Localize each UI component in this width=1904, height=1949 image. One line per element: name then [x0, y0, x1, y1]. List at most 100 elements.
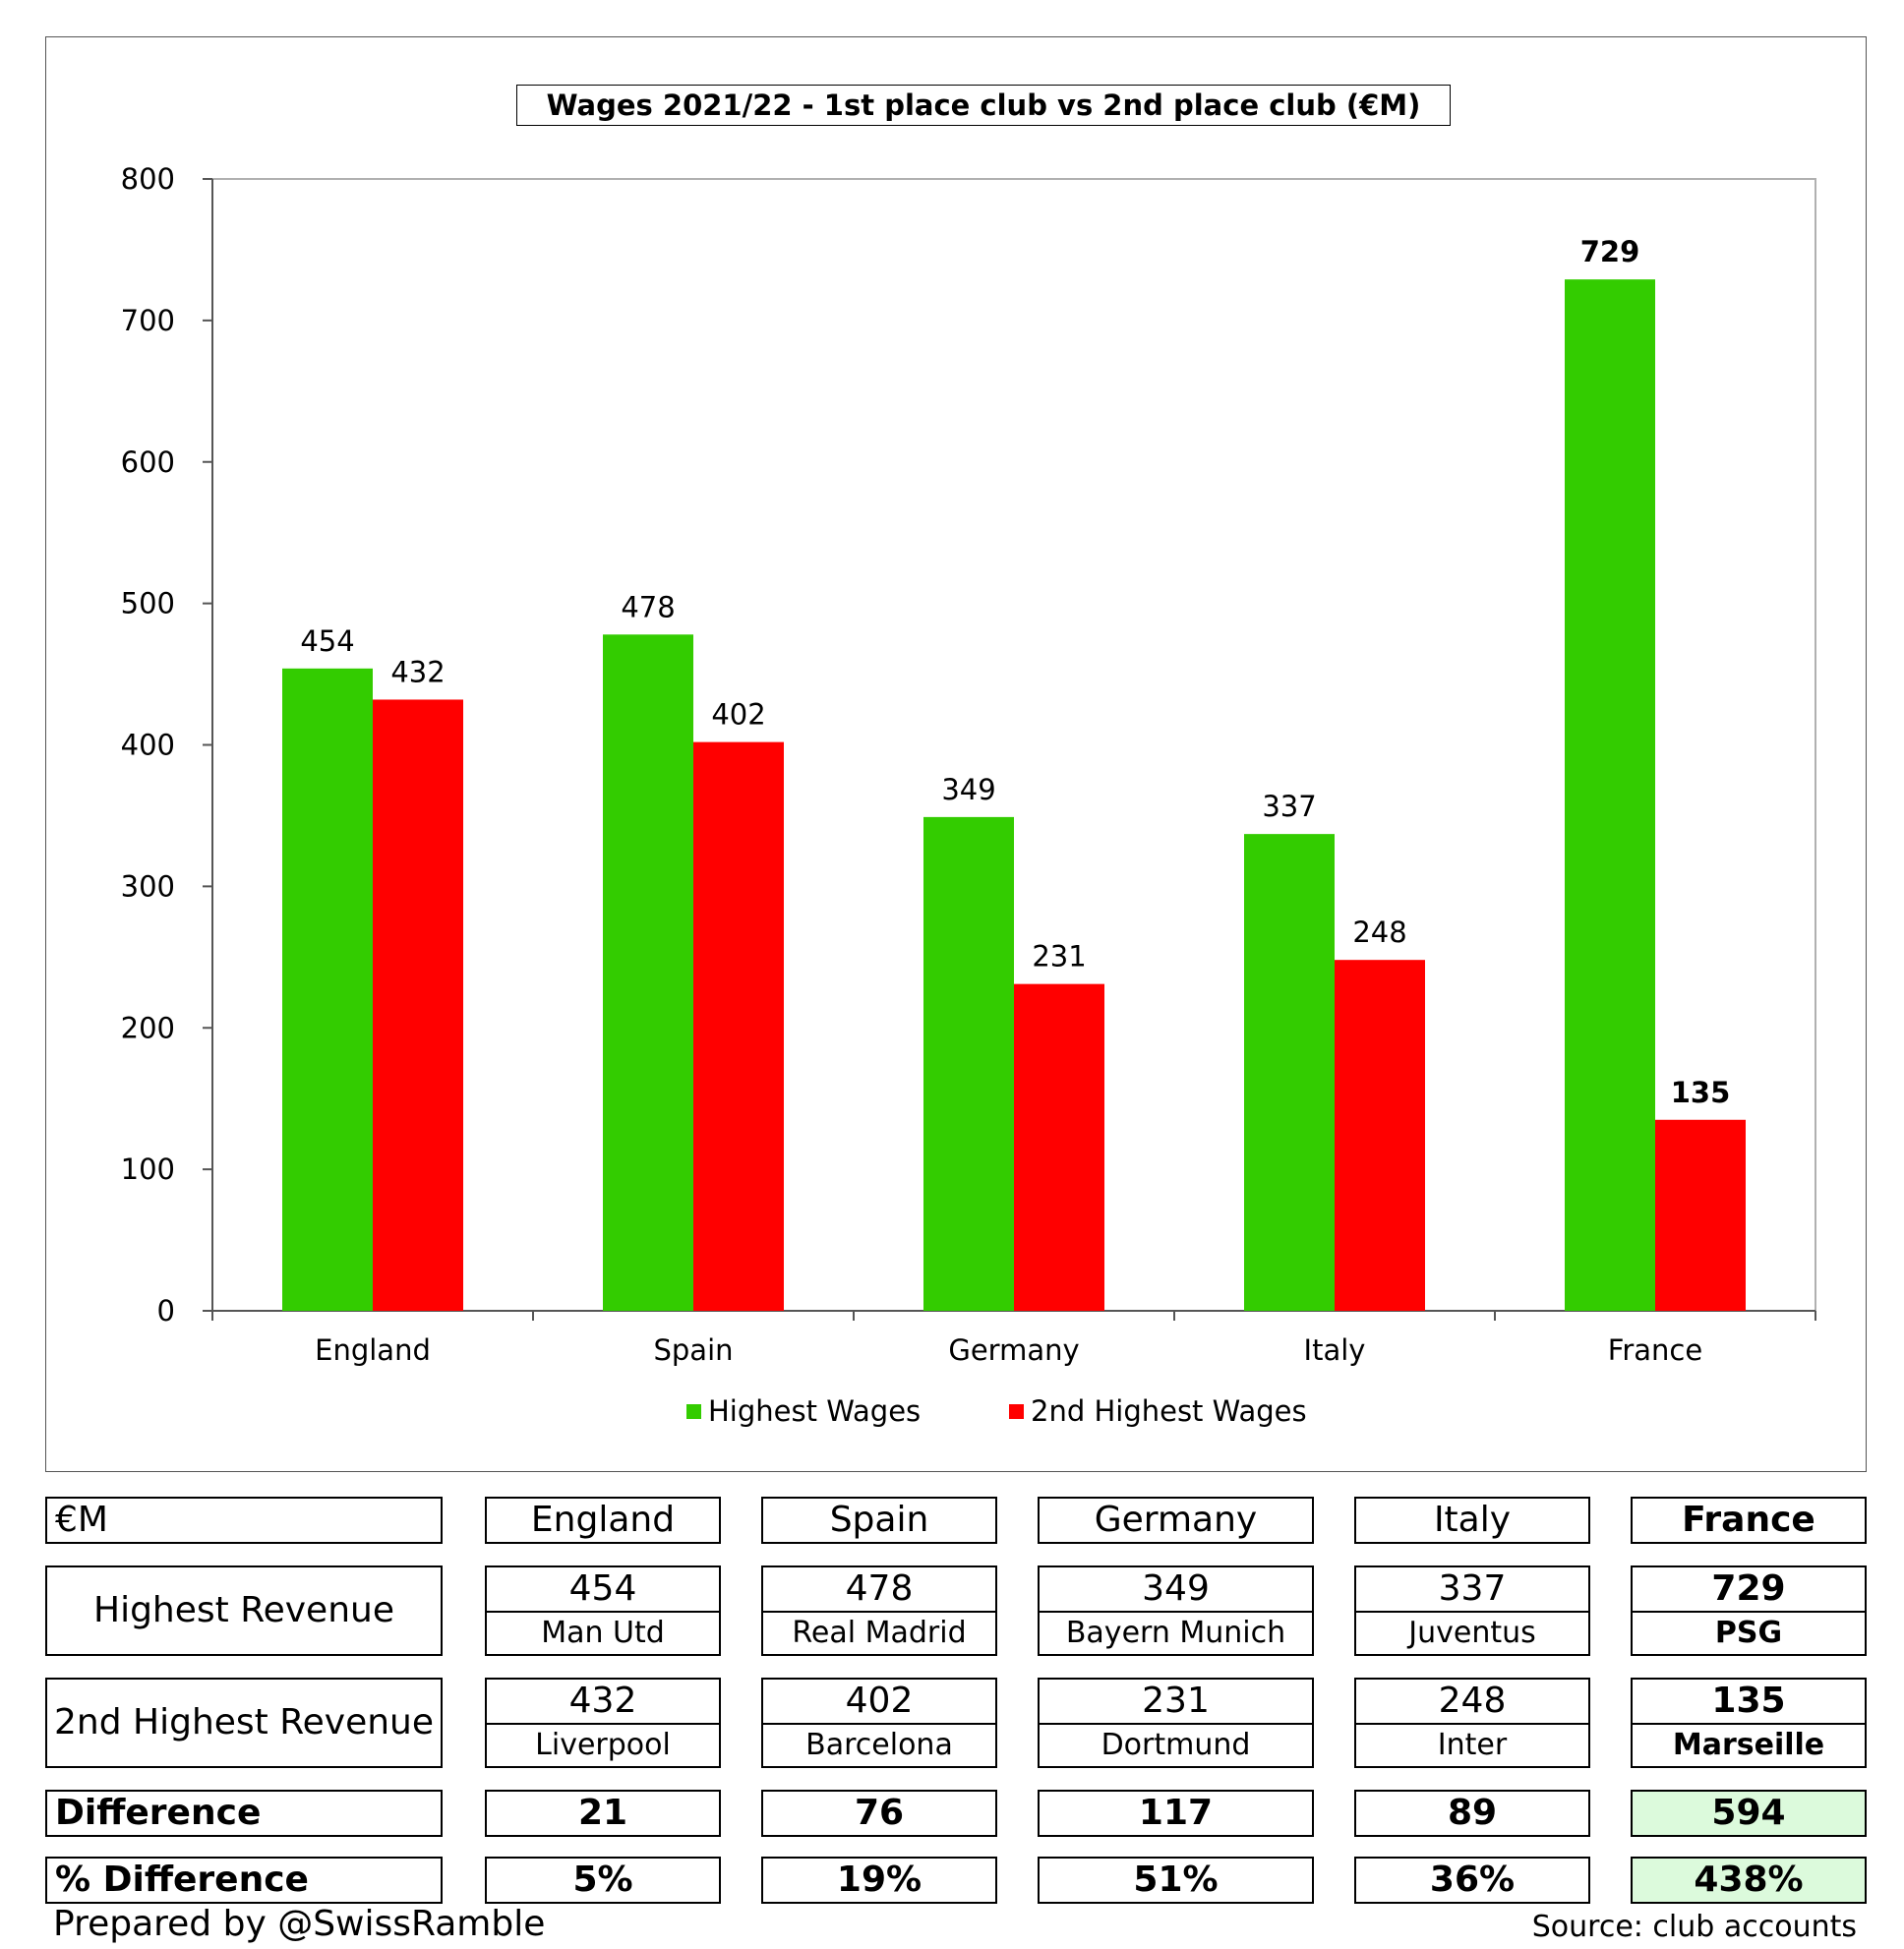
legend-swatch [686, 1404, 701, 1419]
difference-value: 594 [1711, 1793, 1786, 1833]
prepared-by: Prepared by @SwissRamble [53, 1904, 546, 1944]
legend-label: 2nd Highest Wages [1031, 1394, 1307, 1428]
cell-club: Inter [1437, 1728, 1508, 1762]
legend-swatch [1009, 1404, 1024, 1419]
cell-value: 478 [763, 1567, 995, 1613]
column-header: France [1631, 1497, 1867, 1544]
y-tick-label: 0 [157, 1294, 175, 1328]
column-header-label: England [530, 1500, 676, 1540]
x-tick-label: England [315, 1333, 431, 1367]
cell-value: 349 [1040, 1567, 1312, 1613]
y-tick-label: 700 [121, 304, 175, 337]
difference-cell: 594 [1631, 1790, 1867, 1837]
cell-club: Barcelona [805, 1728, 953, 1762]
row-label-highest-text: Highest Revenue [93, 1590, 394, 1630]
x-tick-label: Germany [948, 1333, 1079, 1367]
y-tick-label: 400 [121, 729, 175, 762]
difference-cell: 76 [761, 1790, 997, 1837]
cell-club: Dortmund [1101, 1728, 1251, 1762]
bar [1655, 1119, 1746, 1311]
y-tick-label: 300 [121, 869, 175, 903]
chart-title: Wages 2021/22 - 1st place club vs 2nd pl… [516, 85, 1451, 126]
table-cell: 231 Dortmund [1038, 1678, 1314, 1768]
cell-value: 337 [1356, 1567, 1588, 1613]
column-header-label: Germany [1094, 1500, 1258, 1540]
cell-club: Juventus [1408, 1616, 1536, 1650]
row-label-difference-text: Difference [55, 1793, 262, 1833]
column-header: England [485, 1497, 721, 1544]
row-label-second: 2nd Highest Revenue [45, 1678, 443, 1768]
data-label: 432 [390, 655, 445, 688]
table-cell: 729 PSG [1631, 1565, 1867, 1656]
data-label: 454 [300, 624, 354, 658]
source: Source: club accounts [1531, 1910, 1857, 1944]
difference-cell: 117 [1038, 1790, 1314, 1837]
data-label: 402 [711, 698, 765, 732]
row-label-pct: % Difference [45, 1857, 443, 1904]
x-tick-label: Italy [1304, 1333, 1366, 1367]
table-cell: 432 Liverpool [485, 1678, 721, 1768]
data-label: 248 [1352, 915, 1406, 949]
bar [1565, 279, 1655, 1311]
row-label-highest: Highest Revenue [45, 1565, 443, 1656]
table-corner: €M [45, 1497, 443, 1544]
row-label-difference: Difference [45, 1790, 443, 1837]
difference-value: 89 [1447, 1793, 1498, 1833]
difference-value: 117 [1138, 1793, 1214, 1833]
table-cell: 135 Marseille [1631, 1678, 1867, 1768]
cell-value: 454 [487, 1567, 719, 1613]
column-header: Spain [761, 1497, 997, 1544]
bar-chart: 0 100 200 300 400 500 600 700 800 454 432 England 47… [121, 162, 1816, 1428]
column-header: Italy [1354, 1497, 1590, 1544]
data-label: 231 [1032, 940, 1086, 974]
difference-cell: 89 [1354, 1790, 1590, 1837]
data-label: 729 [1580, 235, 1640, 268]
row-label-pct-text: % Difference [55, 1860, 309, 1900]
bar [923, 816, 1014, 1311]
pct-value: 19% [836, 1860, 922, 1900]
bar [1244, 834, 1335, 1311]
bar [1014, 983, 1104, 1311]
cell-value: 231 [1040, 1680, 1312, 1725]
y-tick-label: 200 [121, 1011, 175, 1044]
bar [282, 668, 373, 1311]
legend-label: Highest Wages [708, 1394, 921, 1428]
bar [603, 634, 693, 1311]
x-tick-label: France [1608, 1333, 1702, 1367]
difference-value: 76 [854, 1793, 905, 1833]
bar [693, 741, 784, 1311]
cell-club: PSG [1714, 1616, 1783, 1650]
cell-value: 402 [763, 1680, 995, 1725]
column-header: Germany [1038, 1497, 1314, 1544]
pct-value: 36% [1429, 1860, 1516, 1900]
data-label: 349 [941, 773, 995, 806]
cell-club: Bayern Munich [1065, 1616, 1286, 1650]
bar [373, 699, 463, 1311]
table-cell: 454 Man Utd [485, 1565, 721, 1656]
cell-value: 432 [487, 1680, 719, 1725]
table-cell: 337 Juventus [1354, 1565, 1590, 1656]
column-header-label: Spain [829, 1500, 929, 1540]
difference-cell: 21 [485, 1790, 721, 1837]
chart-frame [45, 36, 1867, 1472]
column-header-label: France [1682, 1500, 1815, 1540]
y-tick-label: 500 [121, 587, 175, 620]
cell-value: 248 [1356, 1680, 1588, 1725]
column-header-label: Italy [1433, 1500, 1512, 1540]
cell-club: Liverpool [535, 1728, 671, 1762]
y-tick-label: 100 [121, 1152, 175, 1186]
pct-cell: 36% [1354, 1857, 1590, 1904]
data-label: 337 [1262, 790, 1316, 823]
row-label-second-text: 2nd Highest Revenue [54, 1702, 434, 1742]
cell-club: Marseille [1672, 1728, 1825, 1762]
data-label: 135 [1671, 1076, 1731, 1109]
table-cell: 248 Inter [1354, 1678, 1590, 1768]
pct-cell: 51% [1038, 1857, 1314, 1904]
table-cell: 402 Barcelona [761, 1678, 997, 1768]
pct-value: 438% [1694, 1860, 1804, 1900]
cell-value: 135 [1633, 1680, 1865, 1725]
difference-value: 21 [577, 1793, 628, 1833]
data-label: 478 [621, 590, 675, 623]
cell-value: 729 [1633, 1567, 1865, 1613]
table-cell: 349 Bayern Munich [1038, 1565, 1314, 1656]
